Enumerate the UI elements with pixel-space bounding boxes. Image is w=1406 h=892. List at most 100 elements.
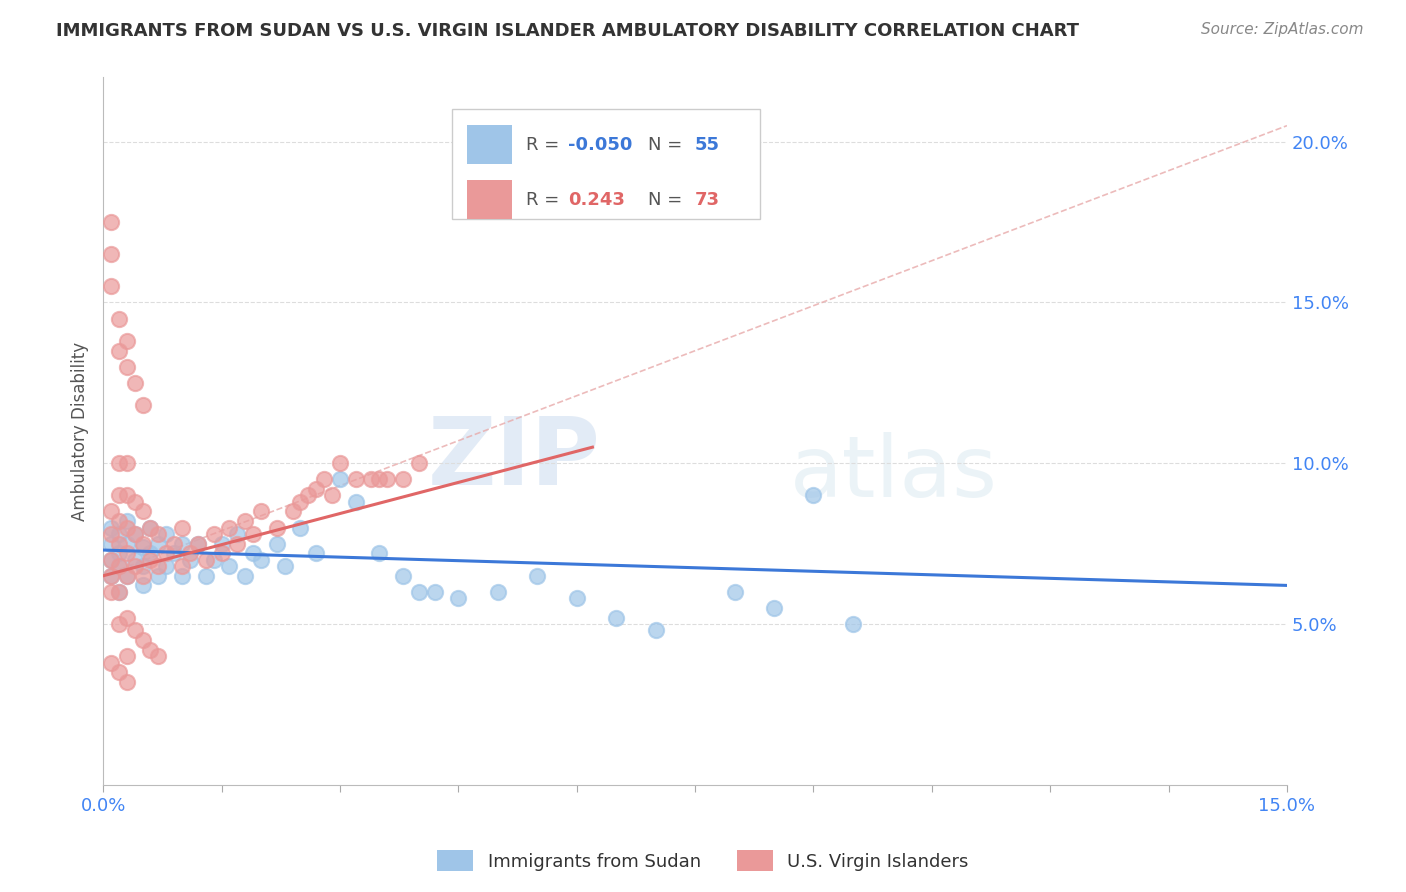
Point (170, 520, 193, 534)
Point (842, 617, 865, 632)
Point (108, 311, 131, 326)
Point (266, 536, 288, 550)
Point (100, 656, 122, 670)
Point (100, 279, 122, 293)
Point (408, 585, 430, 599)
Point (423, 585, 446, 599)
Point (100, 552, 122, 566)
Point (115, 568, 138, 582)
Point (108, 585, 131, 599)
Point (108, 527, 131, 541)
Point (163, 536, 186, 550)
Point (108, 585, 131, 599)
Point (360, 472, 382, 486)
Text: N =: N = (648, 191, 688, 209)
Text: 55: 55 (695, 136, 720, 154)
Point (108, 559, 131, 574)
Point (170, 568, 193, 582)
Point (131, 578, 153, 592)
Text: ZIP: ZIP (427, 413, 600, 506)
Point (233, 568, 256, 582)
Point (202, 527, 225, 541)
Text: Source: ZipAtlas.com: Source: ZipAtlas.com (1201, 22, 1364, 37)
Point (148, 559, 170, 574)
Point (297, 488, 319, 502)
Point (155, 527, 177, 541)
Point (218, 559, 240, 574)
Point (124, 527, 146, 541)
Point (375, 472, 398, 486)
Point (131, 398, 153, 412)
Point (194, 568, 217, 582)
Text: 73: 73 (695, 191, 720, 209)
Point (803, 488, 825, 502)
Point (565, 591, 588, 606)
Point (115, 649, 138, 664)
Point (139, 642, 162, 657)
Point (321, 488, 343, 502)
Point (100, 536, 122, 550)
Point (108, 559, 131, 574)
Point (100, 585, 122, 599)
Point (115, 514, 138, 528)
Point (139, 520, 162, 534)
Point (211, 536, 233, 550)
Point (115, 674, 138, 689)
Point (266, 520, 288, 534)
Point (139, 552, 162, 566)
Point (100, 215, 122, 229)
Point (115, 610, 138, 624)
Point (108, 536, 131, 550)
FancyBboxPatch shape (467, 126, 512, 164)
Point (368, 546, 391, 560)
Point (115, 568, 138, 582)
Point (148, 536, 170, 550)
Point (187, 536, 209, 550)
Point (329, 472, 352, 486)
Point (124, 552, 146, 566)
Point (644, 624, 666, 638)
Point (131, 568, 153, 582)
Point (242, 527, 264, 541)
Point (179, 546, 201, 560)
Point (155, 546, 177, 560)
Point (100, 552, 122, 566)
Point (211, 546, 233, 560)
Point (218, 520, 240, 534)
Point (131, 536, 153, 550)
Point (392, 568, 415, 582)
Point (148, 527, 170, 541)
Point (723, 585, 745, 599)
Point (108, 343, 131, 358)
Y-axis label: Ambulatory Disability: Ambulatory Disability (72, 342, 89, 521)
Point (344, 472, 367, 486)
Point (115, 334, 138, 348)
Point (194, 552, 217, 566)
Point (139, 546, 162, 560)
Point (155, 559, 177, 574)
Point (305, 546, 328, 560)
Point (124, 495, 146, 509)
Point (408, 456, 430, 470)
FancyBboxPatch shape (467, 180, 512, 219)
Point (108, 665, 131, 680)
Point (115, 546, 138, 560)
Legend: Immigrants from Sudan, U.S. Virgin Islanders: Immigrants from Sudan, U.S. Virgin Islan… (430, 843, 976, 879)
Point (100, 247, 122, 261)
Point (226, 536, 249, 550)
Point (305, 482, 328, 496)
FancyBboxPatch shape (453, 109, 761, 219)
Point (281, 504, 304, 518)
Point (131, 540, 153, 554)
Point (148, 568, 170, 582)
Point (115, 536, 138, 550)
Text: IMMIGRANTS FROM SUDAN VS U.S. VIRGIN ISLANDER AMBULATORY DISABILITY CORRELATION : IMMIGRANTS FROM SUDAN VS U.S. VIRGIN ISL… (56, 22, 1080, 40)
Point (148, 649, 170, 664)
Point (131, 504, 153, 518)
Point (100, 504, 122, 518)
Point (250, 552, 273, 566)
Point (124, 624, 146, 638)
Point (314, 472, 336, 486)
Text: -0.050: -0.050 (568, 136, 633, 154)
Point (170, 536, 193, 550)
